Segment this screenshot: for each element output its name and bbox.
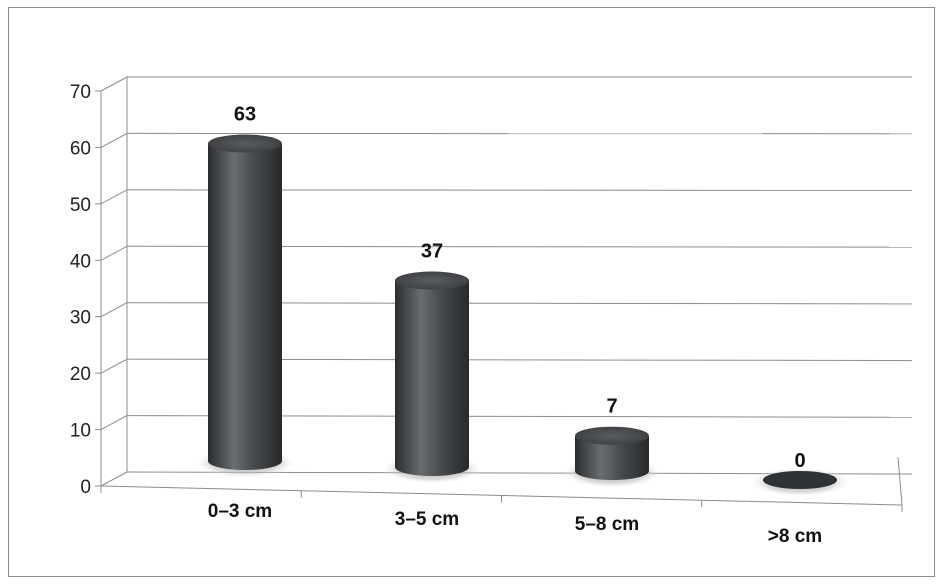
bar-top <box>575 426 649 445</box>
chart-frame: 0 10 20 30 40 50 60 70 63 0–3 cm 37 3–5 cm 7 5–8 cm 0 >… <box>8 7 935 577</box>
x-tick-label: 0–3 cm <box>208 501 272 522</box>
y-tick-label: 10 <box>70 421 91 442</box>
labels-layer: 0 10 20 30 40 50 60 70 63 0–3 cm 37 3–5 cm 7 5–8 cm 0 >… <box>70 82 822 547</box>
x-tick-label: 5–8 cm <box>575 514 639 535</box>
bar <box>575 435 649 480</box>
gridline-side <box>100 415 128 431</box>
gridline-side <box>100 245 128 261</box>
gridline-side <box>100 76 128 92</box>
gridline-side <box>100 358 128 374</box>
x-tick-label: >8 cm <box>768 526 822 547</box>
y-tick-label: 70 <box>70 82 91 103</box>
floor-right-edge <box>897 456 903 506</box>
bar <box>763 471 837 489</box>
bar <box>208 143 282 470</box>
x-tick-label: 3–5 cm <box>395 509 459 530</box>
bar-top <box>208 134 282 153</box>
y-tick-label: 60 <box>70 138 91 159</box>
data-label: 37 <box>421 241 443 263</box>
gridline-side <box>100 189 128 205</box>
data-label: 7 <box>606 396 617 418</box>
bar-top <box>395 271 469 290</box>
gridline-side <box>100 302 128 318</box>
y-tick-label: 20 <box>70 364 91 385</box>
axis-layer <box>95 77 903 512</box>
data-label: 0 <box>794 450 805 472</box>
gridline-side <box>100 132 128 148</box>
y-tick-label: 0 <box>80 477 91 498</box>
bar-chart: 0 10 20 30 40 50 60 70 63 0–3 cm 37 3–5 cm 7 5–8 cm 0 >… <box>70 76 913 547</box>
data-label: 63 <box>234 104 256 126</box>
gridline-side <box>100 471 128 487</box>
y-tick-label: 50 <box>70 195 91 216</box>
y-tick-label: 30 <box>70 308 91 329</box>
bars-layer <box>194 134 851 497</box>
y-tick-label: 40 <box>70 251 91 272</box>
bar <box>395 280 469 476</box>
